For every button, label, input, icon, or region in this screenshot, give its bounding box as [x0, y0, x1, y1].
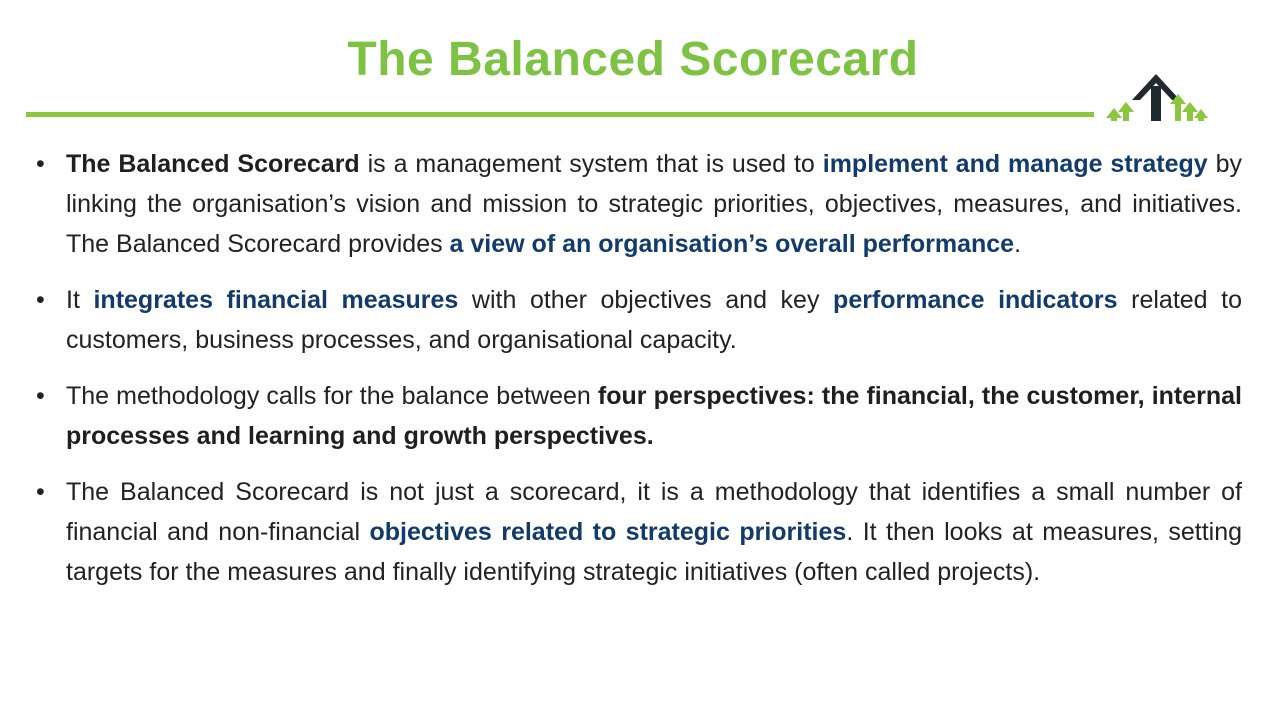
body-text: with other objectives and key	[458, 286, 834, 314]
body-text: The Balanced Scorecard is not just a sco…	[66, 478, 1242, 546]
emphasis-bold-text: four perspectives: the financial, the cu…	[66, 382, 1242, 450]
body-text: is a management system that is used to	[359, 150, 823, 178]
title-underline	[26, 112, 1094, 117]
emphasis-blue-text: implement and manage strategy	[822, 150, 1208, 178]
bullet-item: The Balanced Scorecard is not just a sco…	[36, 472, 1243, 592]
bullet-list: The Balanced Scorecard is a management s…	[36, 144, 1243, 608]
body-text: related to customers, business processes…	[66, 286, 1243, 354]
bullet-item: The Balanced Scorecard is a management s…	[36, 144, 1242, 264]
body-text: .	[1014, 230, 1022, 258]
body-text: by linking the organisation’s vision and…	[66, 150, 1242, 258]
emphasis-bold-text: The Balanced Scorecard	[66, 150, 360, 178]
body-text: It	[66, 286, 94, 314]
emphasis-blue-text: objectives related to strategic prioriti…	[369, 518, 847, 546]
slide-title: The Balanced Scorecard	[347, 33, 919, 86]
bullet-item: It integrates financial measures with ot…	[36, 280, 1243, 360]
emphasis-blue-text: integrates financial measures	[93, 286, 459, 314]
emphasis-blue-text: a view of an organisation’s overall perf…	[449, 230, 1015, 258]
body-text: . It then looks at measures, setting tar…	[66, 518, 1243, 586]
body-text: The methodology calls for the balance be…	[66, 382, 598, 410]
bullet-item: The methodology calls for the balance be…	[36, 376, 1242, 456]
emphasis-blue-text: performance indicators	[833, 286, 1118, 314]
growth-arrows-logo-icon	[1106, 74, 1208, 121]
